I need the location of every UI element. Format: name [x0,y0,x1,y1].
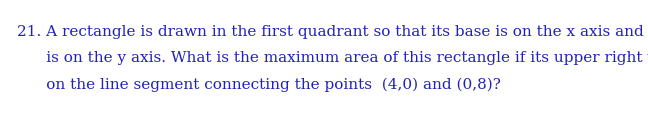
Text: on the line segment connecting the points  (4,0) and (0,8)?: on the line segment connecting the point… [17,78,500,92]
Text: 21. A rectangle is drawn in the first quadrant so that its base is on the x axis: 21. A rectangle is drawn in the first qu… [17,25,648,39]
Text: is on the y axis. What is the maximum area of this rectangle if its upper right : is on the y axis. What is the maximum ar… [17,51,648,65]
